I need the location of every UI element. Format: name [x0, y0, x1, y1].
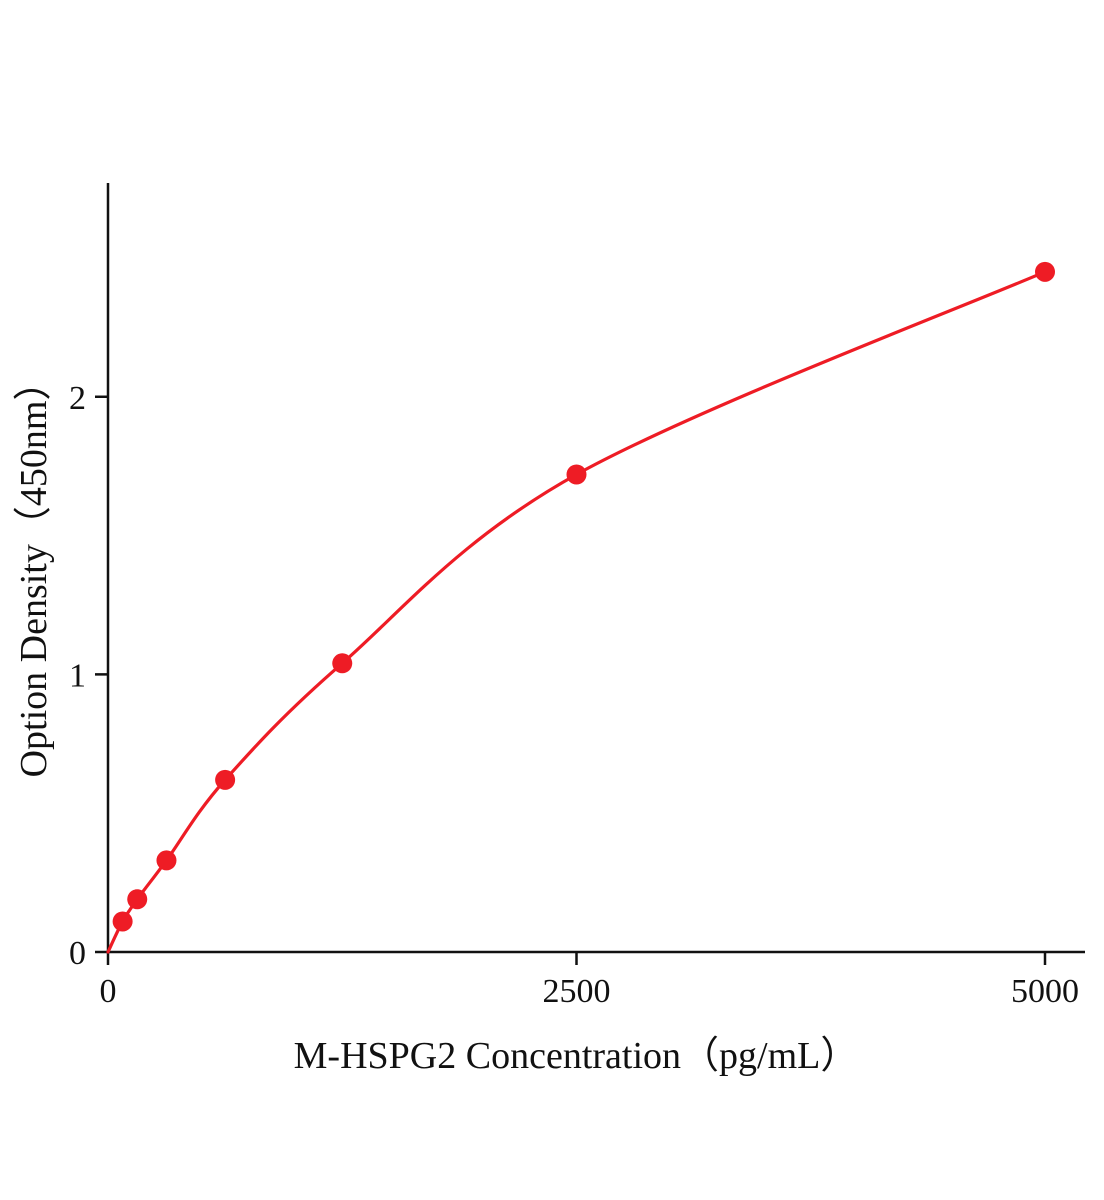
standard-curve-line — [106, 270, 1047, 954]
y-tick-label: 1 — [69, 657, 86, 694]
x-tick-label: 2500 — [543, 973, 611, 1010]
x-axis-label: M-HSPG2 Concentration（pg/mL） — [294, 1035, 859, 1077]
data-point-marker — [112, 911, 133, 932]
data-point-marker — [332, 653, 353, 674]
data-point-marker — [127, 889, 148, 910]
data-point-marker — [566, 464, 587, 485]
plot-area: 0 2500 5000 0 1 2 — [69, 183, 1085, 1010]
x-tick-label: 5000 — [1011, 973, 1079, 1010]
data-point-marker — [1035, 261, 1055, 282]
y-axis-label: Option Density（450nm） — [13, 363, 55, 778]
data-point-marker — [215, 769, 236, 790]
x-tick-label: 0 — [100, 973, 117, 1010]
y-tick-label: 2 — [69, 380, 86, 417]
y-tick-label: 0 — [69, 935, 86, 972]
data-point-marker — [156, 850, 177, 871]
